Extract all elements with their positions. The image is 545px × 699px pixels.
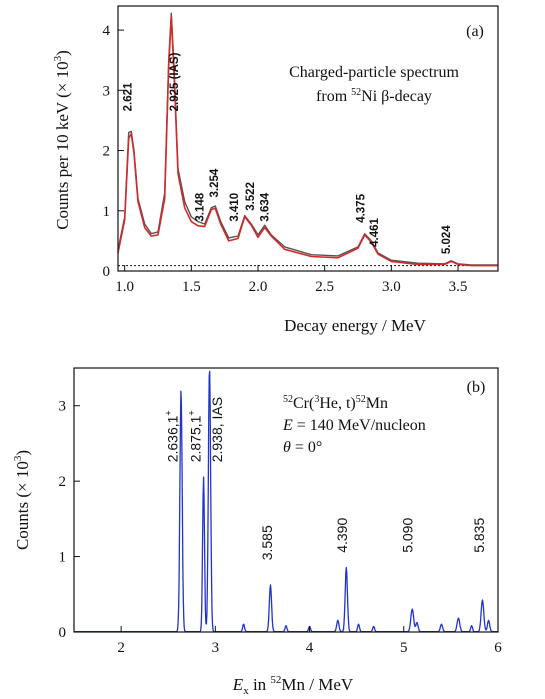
peak-label: 3.522 [245,182,257,211]
panel-a-title-line2: from 52Ni β-decay [316,87,432,105]
y-tick-label: 0 [59,625,67,641]
panel-b-reaction: 52Cr(3He, t)52Mn [283,394,388,412]
peak-label: 2.938, IAS [209,397,225,462]
peak-label-text: 3.585 [259,525,275,560]
y-tick-label: 3 [59,399,67,415]
peak-label: 2.925 (IAS) [169,52,181,111]
panel-b-ticks: 2 3 4 5 6 0 1 2 3 [59,399,503,656]
spectrum-series-line [73,370,499,633]
peak-label: 3.634 [260,192,272,221]
panel-a-ylabel: Counts per 10 keV (× 103) [52,50,72,230]
panel-b-ylabel: Counts (× 103) [12,450,32,550]
panel-a-frame [117,5,499,272]
data-series-line [117,12,498,266]
panel-a-label: (a) [466,23,484,40]
y-tick-label: 1 [103,204,111,220]
panel-b-frame [73,367,499,633]
panel-a-title-line1: Charged-particle spectrum [289,64,459,81]
peak-label-text: 5.835 [471,518,487,553]
y-tick-label: 4 [103,23,111,39]
x-tick-label: 2 [117,640,125,656]
peak-label: 5.090 [399,518,415,553]
peak-label: 5.835 [471,518,487,553]
peak-label: 2.621 [122,82,134,111]
peak-label-text: 2.636,1 [165,415,181,462]
x-tick-label: 1.5 [182,279,201,295]
peak-label-text: 2.875,1 [187,415,203,462]
peak-label: 5.024 [441,225,453,254]
panel-a: 1.0 1.5 2.0 2.5 3.0 3.5 0 1 2 3 4 2.621 2.925 (IAS)… [52,5,499,335]
panel-b-xlabel: Ex in 52Mn / MeV [232,674,354,697]
peak-label-sup: + [186,410,196,415]
panel-a-ticks: 1.0 1.5 2.0 2.5 3.0 3.5 0 1 2 3 4 [103,23,468,295]
fit-series-line [117,15,498,267]
peak-label-text: 2.938, IAS [209,397,225,462]
panel-b-label: (b) [467,379,486,396]
x-tick-label: 4 [306,640,314,656]
peak-label: 3.410 [229,193,241,222]
peak-label: 2.636,1+ [164,410,181,462]
y-tick-label: 1 [59,550,67,566]
peak-label: 3.585 [259,525,275,560]
x-tick-label: 3.5 [449,279,468,295]
y-tick-label: 2 [103,144,111,160]
x-tick-label: 1.0 [115,279,134,295]
x-tick-label: 5 [400,640,408,656]
x-tick-label: 3 [212,640,220,656]
peak-label: 3.254 [209,168,221,197]
panel-b-series [73,370,499,633]
panel-b-energy: E = 140 MeV/nucleon [282,417,426,434]
y-tick-label: 2 [59,474,67,490]
peak-label-text: 5.090 [399,518,415,553]
peak-label-text: 4.390 [334,518,350,553]
x-tick-label: 6 [494,640,502,656]
peak-label: 2.875,1+ [186,410,203,462]
panel-a-xlabel: Decay energy / MeV [284,316,426,335]
x-tick-label: 3.0 [382,279,401,295]
x-tick-label: 2.0 [249,279,268,295]
peak-label: 4.461 [369,218,381,247]
peak-label: 4.375 [356,193,368,222]
panel-a-series [117,12,498,267]
peak-label-sup: + [164,410,174,415]
x-tick-label: 2.5 [315,279,334,295]
panel-b-angle: θ = 0° [283,439,322,456]
y-tick-label: 0 [103,264,111,280]
peak-label: 4.390 [334,518,350,553]
y-tick-label: 3 [103,83,111,99]
peak-label: 3.148 [194,192,206,221]
